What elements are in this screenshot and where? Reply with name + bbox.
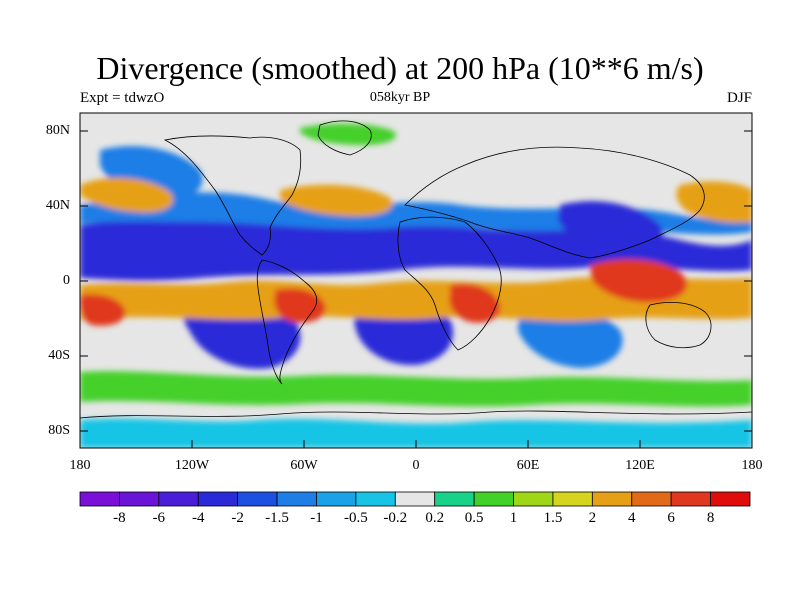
colorbar-swatch (237, 491, 278, 507)
divergence-southern-ocean (80, 371, 752, 407)
colorbar-label: 8 (706, 510, 715, 526)
colorbar-label: -0.2 (383, 510, 408, 526)
colorbar-swatch (394, 491, 436, 507)
colorbar-swatch (276, 491, 317, 507)
x-axis-ticks (79, 440, 753, 448)
y-label-40s: 40S (48, 348, 70, 363)
time-label: 058kyr BP (369, 90, 431, 105)
colorbar-label: 1.5 (543, 510, 563, 526)
divergence-south-pacific (80, 294, 126, 326)
colorbar-swatch (355, 491, 396, 507)
africa-coast (397, 216, 502, 351)
colorbar-swatch (119, 491, 160, 507)
colorbar-swatch (631, 491, 672, 507)
chart-title: Divergence (smoothed) at 200 hPa (10**6 … (96, 50, 704, 86)
y-label-80n: 80N (45, 123, 70, 138)
south-america-coast (256, 259, 318, 385)
colorbar-label: -8 (113, 510, 126, 526)
x-label-180w: 180 (69, 458, 91, 473)
divergence-field (80, 113, 752, 448)
colorbar-swatch (513, 491, 554, 507)
y-label-80s: 80S (48, 423, 70, 438)
colorbar-swatch (591, 491, 633, 507)
colorbar-label: -2 (231, 510, 244, 526)
convergence-band-north (80, 208, 752, 281)
colorbar-label: 0.5 (464, 510, 484, 526)
colorbar-swatch (79, 491, 120, 507)
y-label-40n: 40N (45, 198, 70, 213)
x-label-120w: 120W (174, 458, 210, 473)
y-axis-ticks (80, 130, 752, 432)
divergence-north-atlantic (280, 184, 393, 217)
antarctica-coast (80, 410, 752, 419)
x-label-180e: 180 (741, 458, 763, 473)
colorbar-label: 6 (667, 510, 675, 526)
divergence-south-america (274, 288, 326, 323)
divergence-northwest-pacific (676, 181, 752, 223)
colorbar-swatch (552, 491, 593, 507)
colorbar-swatch (316, 491, 357, 507)
colorbar-label: 1 (509, 510, 518, 526)
colorbar-label: -1 (310, 510, 323, 526)
colorbar-label: -6 (152, 510, 166, 526)
colorbar-swatch (710, 491, 751, 507)
season-label: DJF (726, 90, 752, 106)
divergence-africa (449, 283, 501, 323)
convergence-east-asia (558, 201, 663, 251)
divergence-arctic (300, 123, 396, 146)
colorbar-label: 2 (588, 510, 597, 526)
north-america-coast (163, 135, 302, 256)
y-label-0: 0 (63, 273, 70, 288)
divergence-tropical-belt (80, 276, 752, 322)
colorbar-label: -4 (191, 510, 205, 526)
colorbar-label: -1.5 (265, 510, 289, 526)
convergence-polar (80, 418, 752, 448)
coastlines (80, 120, 752, 419)
eurasia-coast (404, 146, 705, 259)
australia-coast (645, 301, 712, 349)
colorbar-swatch (197, 491, 239, 507)
greenland-coast (317, 120, 372, 156)
divergence-maritime-continent (590, 259, 687, 303)
colorbar-label: 4 (628, 510, 636, 526)
x-label-0: 0 (412, 458, 420, 473)
colorbar-swatch (670, 491, 711, 507)
colorbar-label: 0.2 (425, 510, 445, 526)
experiment-label: Expt = tdwzO (80, 90, 165, 106)
colorbar-swatch (434, 491, 475, 507)
x-label-120e: 120E (625, 458, 655, 473)
colorbar-swatch (473, 491, 514, 507)
colorbar-label: -0.5 (344, 510, 368, 526)
divergence-north-pacific (80, 177, 174, 213)
x-label-60w: 60W (290, 458, 318, 473)
x-label-60e: 60E (516, 458, 540, 473)
colorbar-swatch (158, 491, 199, 507)
colorbar (79, 491, 751, 507)
